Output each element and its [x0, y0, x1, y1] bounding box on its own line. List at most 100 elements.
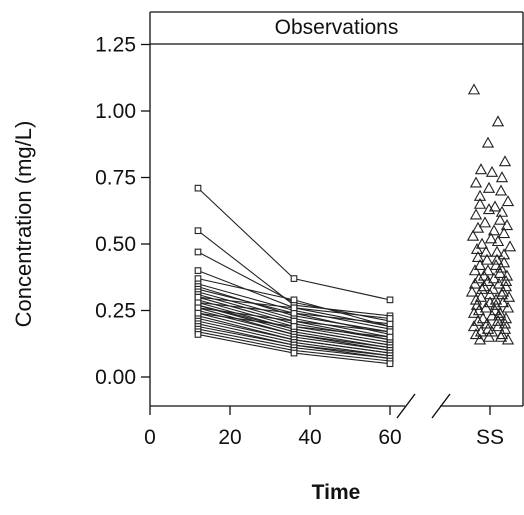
ss-point — [488, 304, 502, 316]
ss-point — [468, 277, 482, 289]
ss-point — [472, 272, 486, 284]
ss-point — [498, 322, 512, 334]
ss-point — [478, 216, 492, 228]
ss-point — [483, 288, 497, 300]
ss-point — [467, 320, 481, 332]
y-tick-label: 1.25 — [95, 34, 136, 57]
profile-point — [386, 296, 394, 304]
y-tick-label: 1.00 — [95, 100, 136, 123]
ss-point — [496, 296, 510, 308]
profile-point — [386, 315, 394, 322]
x-tick-label: 40 — [298, 426, 321, 449]
ss-point — [494, 261, 508, 273]
ss-point — [481, 264, 495, 276]
ss-point — [486, 282, 500, 294]
ss-point — [485, 309, 499, 321]
profile-line — [197, 187, 391, 301]
ss-point — [498, 155, 512, 167]
profile-point — [290, 323, 298, 330]
plot-frame — [149, 11, 524, 419]
ss-point — [477, 269, 491, 281]
ss-point — [473, 189, 487, 201]
ss-point — [503, 240, 517, 252]
ss-point — [479, 301, 493, 313]
profile-point — [194, 227, 202, 235]
ss-point — [499, 274, 513, 286]
steady-state-series — [465, 83, 517, 345]
panel-strip: Observations — [275, 16, 399, 39]
ss-point — [499, 312, 513, 324]
ss-point — [494, 330, 508, 342]
ss-point — [501, 333, 515, 345]
ss-point — [489, 258, 503, 270]
ss-point — [471, 250, 485, 263]
ss-point — [500, 269, 514, 281]
y-tick-label: 0.75 — [95, 167, 136, 190]
ss-point — [502, 290, 516, 302]
profile-point — [194, 248, 202, 256]
ss-point — [491, 115, 505, 127]
ss-point — [488, 200, 502, 212]
x-tick-label-ss: SS — [476, 426, 504, 449]
profile-point — [290, 275, 298, 282]
x-axis: 0 20 40 60 SS — [144, 406, 504, 449]
ss-point — [495, 171, 509, 183]
profile-point — [194, 184, 202, 192]
x-tick-label: 60 — [378, 426, 401, 449]
y-axis-title: Concentration (mg/L) — [11, 121, 36, 328]
profile-point — [290, 296, 298, 304]
ss-point — [487, 272, 501, 284]
ss-point — [490, 253, 504, 265]
ss-point — [467, 83, 481, 95]
profile-point — [194, 331, 202, 338]
ss-point — [500, 219, 514, 231]
ss-point — [469, 293, 483, 305]
profile-point — [290, 349, 298, 357]
ss-point — [499, 280, 513, 292]
ss-point — [498, 317, 512, 329]
ss-point — [465, 285, 479, 297]
profile-point — [194, 275, 202, 282]
ss-point — [490, 245, 504, 257]
ss-point — [485, 165, 499, 177]
ss-point — [495, 205, 509, 217]
axis-break-mark — [431, 393, 451, 419]
ss-point — [501, 301, 515, 313]
ss-point — [501, 195, 515, 207]
profile-point — [194, 293, 202, 301]
ss-point — [473, 258, 487, 270]
x-axis-title: Time — [312, 481, 361, 504]
panel-title: Observations — [275, 16, 399, 39]
profile-point — [194, 304, 202, 312]
ss-point — [481, 136, 495, 148]
ss-point — [484, 232, 498, 244]
y-tick-label: 0.00 — [95, 366, 136, 389]
ss-point — [471, 314, 485, 326]
ss-point — [482, 181, 496, 193]
ss-point — [476, 312, 490, 324]
ss-point — [497, 248, 511, 260]
ss-point — [485, 325, 499, 337]
x-tick-label: 20 — [218, 426, 241, 449]
ss-point — [491, 320, 505, 332]
ss-point — [489, 293, 503, 305]
ss-point — [471, 221, 485, 233]
profile-point — [290, 304, 298, 312]
profile-point — [386, 328, 394, 336]
x-tick-label: 0 — [144, 426, 156, 449]
ss-point — [474, 163, 488, 175]
y-tick-label: 0.50 — [95, 233, 136, 256]
ss-point — [492, 277, 506, 289]
ss-point — [473, 197, 487, 209]
profile-point — [290, 317, 298, 325]
ss-point — [469, 176, 483, 188]
ss-point — [489, 298, 503, 310]
axis-break-mark — [396, 393, 416, 419]
ss-point — [469, 328, 483, 340]
profile-point — [386, 360, 394, 368]
ss-point — [492, 309, 506, 321]
ss-point — [482, 203, 496, 215]
time-profile-series — [194, 184, 394, 368]
